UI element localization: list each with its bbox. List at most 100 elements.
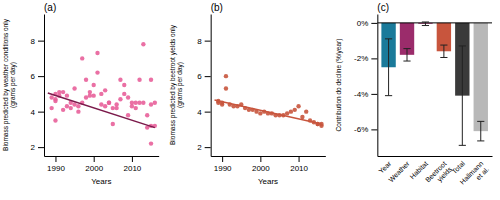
x-axis-tick-label: 1990 bbox=[214, 164, 232, 173]
x-axis-tick-mark bbox=[222, 156, 223, 162]
error-bar bbox=[403, 49, 410, 61]
text-line: Year bbox=[377, 159, 392, 174]
point bbox=[103, 88, 107, 92]
y-axis-tick: 2 bbox=[197, 143, 210, 152]
x-axis-tick: 2010 bbox=[290, 156, 308, 173]
x-axis-tick: 2000 bbox=[85, 156, 103, 173]
x-axis-tick: 1990 bbox=[214, 156, 232, 173]
point bbox=[65, 104, 69, 108]
x-axis: YearWeatherHabitatBeetrootyieldsTotalHal… bbox=[377, 157, 492, 192]
error-bar-cap bbox=[422, 21, 429, 22]
y-axis: 2468 bbox=[197, 15, 211, 157]
point bbox=[91, 83, 95, 87]
error-bar bbox=[477, 121, 484, 141]
error-bar-stem bbox=[388, 39, 389, 96]
point bbox=[285, 111, 289, 115]
error-bar-cap bbox=[403, 48, 410, 49]
point bbox=[95, 70, 99, 74]
error-bar bbox=[385, 39, 392, 96]
x-axis-tick-label: Total bbox=[451, 159, 467, 175]
point bbox=[91, 93, 95, 97]
y-axis-title: Biomass predicted by weather conditions … bbox=[2, 18, 17, 151]
error-bar-cap bbox=[477, 121, 484, 122]
point bbox=[72, 86, 76, 90]
point bbox=[103, 104, 107, 108]
point bbox=[49, 106, 53, 110]
error-bar-stem bbox=[407, 49, 408, 61]
point bbox=[61, 108, 65, 112]
error-bar-stem bbox=[480, 121, 481, 141]
error-bars bbox=[385, 22, 484, 145]
point bbox=[111, 122, 115, 126]
y-axis-tick-label: -4% bbox=[354, 90, 368, 99]
point bbox=[95, 51, 99, 55]
point bbox=[149, 77, 153, 81]
y-axis-tick: 6 bbox=[197, 72, 210, 81]
x-axis-tick: Weather bbox=[387, 159, 411, 183]
x-axis-tick: 1990 bbox=[47, 156, 65, 173]
y-axis-tick-label: 0% bbox=[357, 19, 369, 28]
error-bar-cap bbox=[459, 145, 466, 146]
point bbox=[134, 106, 138, 110]
panel-label: (c) bbox=[377, 2, 389, 13]
point bbox=[141, 42, 145, 46]
y-axis-tick: 6 bbox=[31, 72, 44, 81]
y-axis: 0% -2% -4% -6% bbox=[354, 15, 378, 157]
point bbox=[224, 74, 228, 78]
y-axis-tick-mark bbox=[371, 129, 377, 130]
zero-line bbox=[377, 22, 492, 23]
y-axis-tick-mark bbox=[38, 112, 44, 113]
x-axis-tick: Year bbox=[377, 159, 392, 174]
error-bar-cap bbox=[403, 61, 410, 62]
x-axis-tick-label: Weather bbox=[387, 159, 411, 183]
y-axis-line bbox=[211, 15, 212, 157]
point bbox=[88, 93, 92, 97]
point bbox=[304, 109, 308, 113]
text-line: Weather bbox=[387, 159, 411, 183]
point bbox=[76, 104, 80, 108]
error-bar-stem bbox=[462, 46, 463, 145]
y-axis-tick-label: 2 bbox=[31, 143, 36, 152]
y-axis-tick-mark bbox=[371, 58, 377, 59]
point bbox=[118, 77, 122, 81]
text-line: (grams per day) bbox=[9, 62, 17, 108]
x-axis-tick-label: 2000 bbox=[252, 164, 270, 173]
point bbox=[84, 77, 88, 81]
point bbox=[65, 93, 69, 97]
point bbox=[61, 90, 65, 94]
point bbox=[53, 118, 57, 122]
y-axis-tick-mark bbox=[38, 41, 44, 42]
trend-line bbox=[48, 93, 155, 128]
x-axis: 199020002010 bbox=[45, 156, 160, 173]
x-axis-tick-label: 1990 bbox=[47, 164, 65, 173]
x-axis-line bbox=[378, 156, 493, 157]
point bbox=[107, 101, 111, 105]
y-axis-tick: -6% bbox=[354, 125, 377, 134]
point bbox=[220, 102, 224, 106]
y-axis-title: Biomass predicted by beetroot yields onl… bbox=[169, 24, 184, 145]
y-axis-tick-label: 8 bbox=[31, 37, 36, 46]
y-axis-tick-mark bbox=[371, 23, 377, 24]
point bbox=[293, 108, 297, 112]
x-axis-title: Years bbox=[258, 177, 278, 186]
panel: 1990200020102468YearsBiomass predicted b… bbox=[169, 2, 326, 186]
error-bar-cap bbox=[477, 140, 484, 141]
trend-line bbox=[214, 100, 321, 124]
y-axis-tick-label: 8 bbox=[197, 37, 202, 46]
x-axis-line bbox=[45, 156, 160, 157]
point bbox=[99, 92, 103, 96]
x-axis-tick-label: 2000 bbox=[85, 164, 103, 173]
x-axis: 1990 2000 2010 bbox=[211, 156, 326, 173]
y-axis-tick: -2% bbox=[354, 54, 377, 63]
x-axis-tick-mark bbox=[299, 156, 300, 162]
text-line: yields bbox=[436, 165, 455, 184]
point bbox=[126, 95, 130, 99]
y-axis-tick: 0% bbox=[357, 19, 378, 28]
y-axis-line bbox=[44, 15, 45, 157]
y-axis-tick: 8 bbox=[31, 37, 44, 46]
point bbox=[141, 101, 145, 105]
point bbox=[258, 111, 262, 115]
x-axis-tick-label: 2010 bbox=[290, 164, 308, 173]
panel-label: (a) bbox=[44, 2, 56, 13]
point bbox=[149, 102, 153, 106]
